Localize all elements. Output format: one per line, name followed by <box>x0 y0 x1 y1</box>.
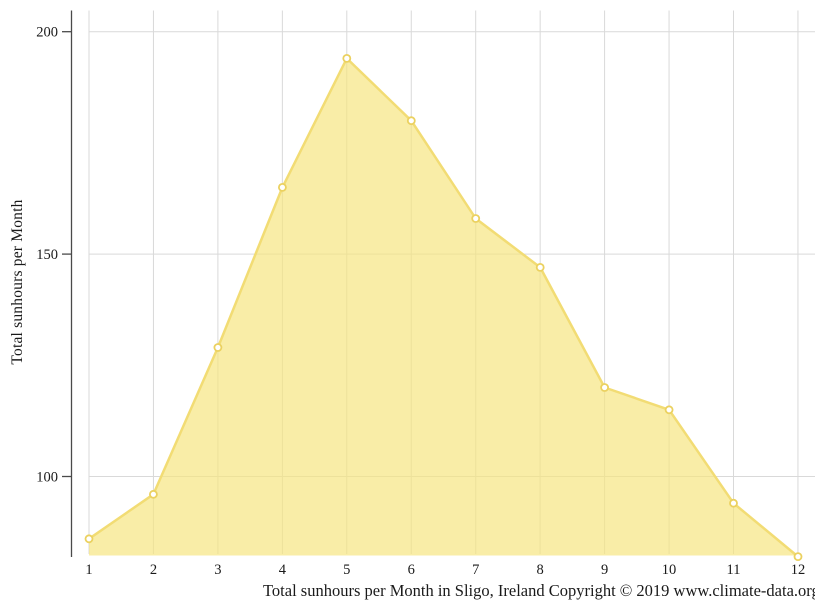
data-line <box>88 57 799 558</box>
chart-caption: Total sunhours per Month in Sligo, Irela… <box>263 581 815 600</box>
data-point-marker <box>793 552 803 561</box>
y-tick-label: 100 <box>36 470 58 486</box>
x-tick-label: 5 <box>343 562 350 578</box>
data-point-marker <box>277 182 287 192</box>
area-fill <box>89 58 798 557</box>
data-point-marker <box>664 405 674 415</box>
x-tick-label: 7 <box>472 562 479 578</box>
data-point-marker <box>342 54 352 63</box>
data-point-marker <box>84 534 94 544</box>
x-tick-label: 10 <box>662 562 677 578</box>
x-tick-label: 4 <box>279 562 287 578</box>
x-tick-label: 8 <box>537 562 544 578</box>
data-point-marker <box>600 383 609 392</box>
y-axis-title: Total sunhours per Month <box>9 199 26 365</box>
x-tick-label: 3 <box>214 562 221 578</box>
x-tick-label: 12 <box>791 562 806 578</box>
data-point-marker <box>729 498 738 508</box>
data-point-marker <box>471 214 481 223</box>
x-tick-label: 1 <box>85 562 92 578</box>
x-tick-label: 11 <box>727 562 741 578</box>
data-point-marker <box>406 116 416 126</box>
x-tick-label: 9 <box>601 562 608 578</box>
x-tick-label: 2 <box>150 562 157 578</box>
y-tick-label: 200 <box>36 25 58 41</box>
x-tick-label: 6 <box>408 562 415 578</box>
data-point-marker <box>213 343 223 352</box>
y-tick-label: 150 <box>36 247 58 263</box>
data-point-marker <box>535 262 545 272</box>
data-point-marker <box>148 489 158 499</box>
